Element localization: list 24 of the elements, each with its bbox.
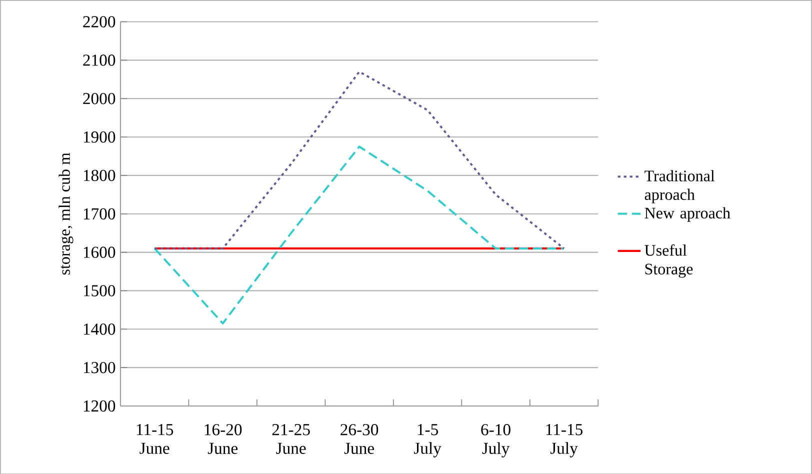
y-tick-label: 1600 [84, 246, 116, 258]
line-series [154, 145, 565, 324]
x-tick-label: 26-30 June [340, 424, 378, 454]
y-tick-label: 2100 [83, 54, 116, 66]
y-tick-label: 1300 [84, 362, 116, 373]
y-tick-label: 1200 [84, 400, 116, 412]
y-tick-label: 2000 [83, 92, 116, 104]
line-series [154, 70, 565, 250]
y-axis-title: storage, mln cub m [58, 152, 74, 274]
x-tick-label: 16-20 June [204, 424, 242, 454]
x-tick-label: 11-15 July [546, 424, 582, 458]
y-tick-label: 1800 [84, 170, 116, 181]
legend-label: Useful Storage [644, 244, 693, 278]
x-tick-label: 11-15 June [136, 424, 174, 454]
legend-label: New aproach [644, 207, 730, 222]
y-tick-label: 1400 [84, 323, 116, 335]
y-tick-label: 1500 [84, 284, 116, 296]
y-tick-label: 2200 [83, 16, 116, 28]
legend-label: Traditional aproach [644, 170, 715, 204]
x-tick-label: 1-5 July [414, 424, 442, 458]
y-tick-label: 1900 [84, 131, 116, 142]
x-tick-label: 6-10 July [481, 424, 510, 458]
y-tick-label: 1700 [84, 208, 116, 220]
x-tick-label: 21-25 June [272, 424, 310, 454]
